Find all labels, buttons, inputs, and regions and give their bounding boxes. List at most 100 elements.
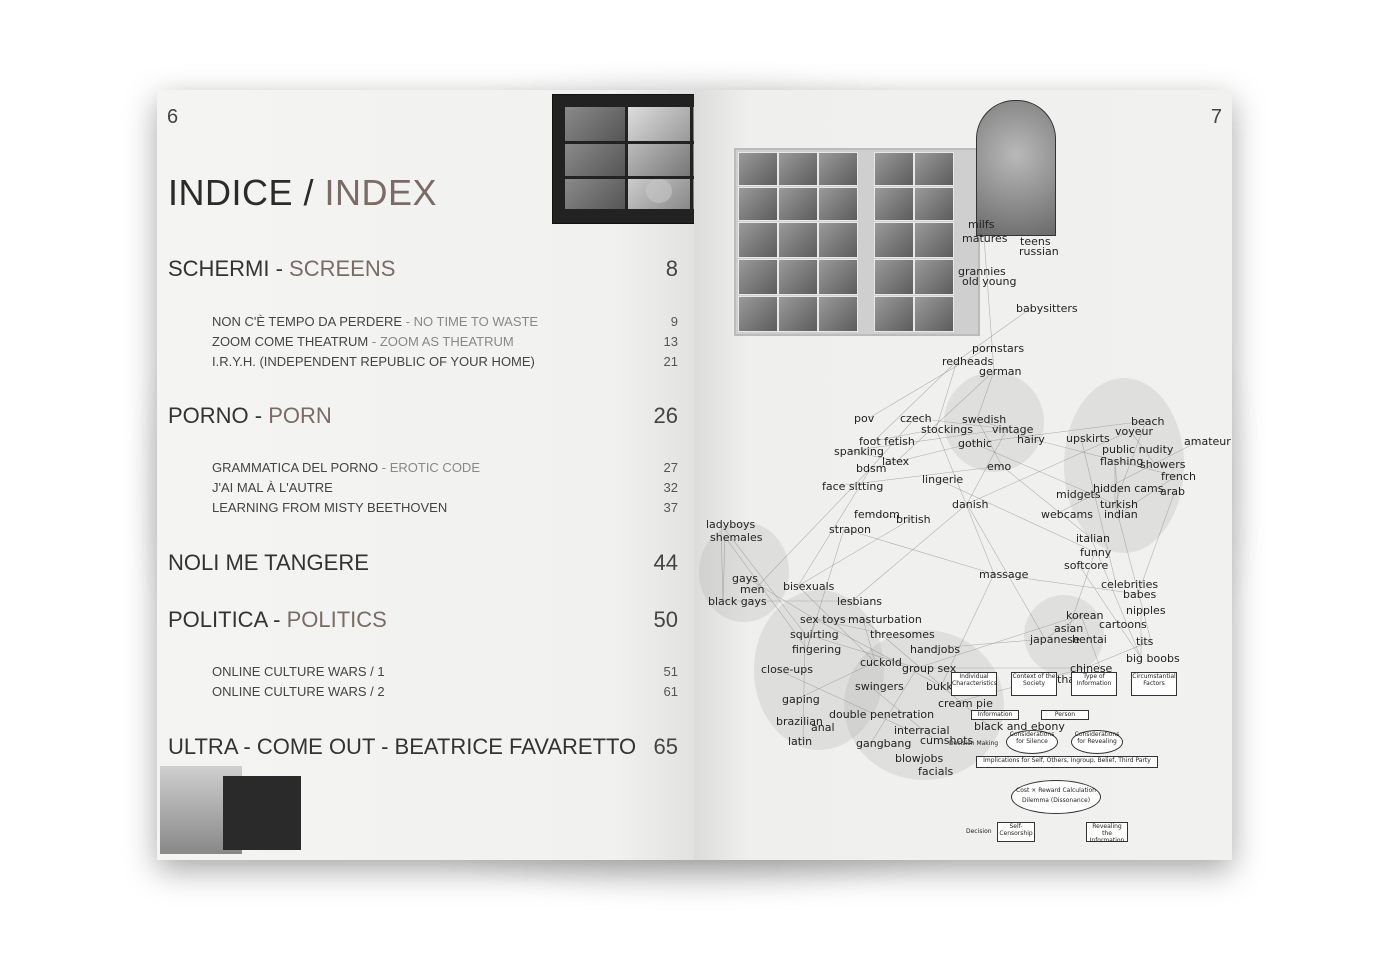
toc-item[interactable]: NON C'È TEMPO DA PERDERE - NO TIME TO WA…: [212, 314, 678, 329]
network-node-label: pornstars: [972, 342, 1025, 355]
toc-section-politica[interactable]: POLITICA - POLITICS 50: [168, 607, 678, 633]
item-page-number: 37: [663, 500, 678, 515]
section-title-en: SCREENS: [289, 256, 396, 281]
network-node-label: gays: [732, 572, 758, 585]
network-node-label: celebrities: [1101, 578, 1159, 591]
network-edge: [966, 503, 1046, 640]
network-edge: [720, 523, 724, 602]
flowchart-oval: Considerations for Revealing: [1071, 730, 1123, 754]
flowchart-box: Circumstantial Factors: [1131, 672, 1177, 696]
network-edge: [940, 573, 995, 687]
network-edge: [956, 307, 1032, 362]
network-node-label: cumshots: [920, 734, 974, 747]
network-node-label: double penetration: [829, 708, 935, 721]
network-node-label: lingerie: [922, 473, 964, 486]
toc-item[interactable]: ONLINE CULTURE WARS / 2 61: [212, 684, 678, 699]
toc-section-noli-me-tangere[interactable]: NOLI ME TANGERE 44: [168, 550, 678, 576]
network-node-label: voyeur: [1115, 425, 1154, 438]
network-edge: [1137, 490, 1176, 595]
network-node-label: italian: [1076, 532, 1110, 545]
network-node-label: hentai: [1072, 633, 1107, 646]
item-page-number: 21: [663, 354, 678, 369]
network-edge: [754, 467, 872, 590]
network-node-label: swingers: [855, 680, 904, 693]
network-node-label: gangbang: [856, 737, 912, 750]
network-node-label: ladyboys: [706, 518, 756, 531]
page-number-right: 7: [1210, 106, 1222, 128]
network-node-label: squirting: [790, 628, 839, 641]
network-node-label: upskirts: [1066, 432, 1110, 445]
network-edge: [1118, 475, 1177, 515]
toc-item[interactable]: ONLINE CULTURE WARS / 1 51: [212, 664, 678, 679]
item-title-it: NON C'È TEMPO DA PERDERE: [212, 314, 403, 329]
section-sep: -: [248, 403, 269, 428]
flowchart-box: Self-Censorship: [997, 822, 1035, 842]
section-title-it: ULTRA - COME OUT - BEATRICE FAVARETTO: [168, 734, 637, 759]
network-node-label: matures: [962, 232, 1008, 245]
zoom-tile: [565, 144, 625, 176]
network-node-label: interracial: [894, 724, 950, 737]
network-edge: [1084, 640, 1152, 669]
network-node-label: midgets: [1056, 488, 1101, 501]
section-title-en: POLITICS: [286, 607, 387, 632]
network-edge: [1114, 503, 1152, 642]
item-sep: -: [378, 460, 390, 475]
toc-item[interactable]: ZOOM COME THEATRUM - ZOOM AS THEATRUM 13: [212, 334, 678, 349]
network-node-label: latex: [882, 455, 910, 468]
item-page-number: 32: [663, 480, 678, 495]
network-node-label: close-ups: [761, 663, 813, 676]
network-edge: [746, 577, 816, 620]
toc-item[interactable]: GRAMMATICA DEL PORNO - EROTIC CODE 27: [212, 460, 678, 475]
zoom-tile: [628, 144, 690, 176]
flowchart-box: Person: [1041, 710, 1089, 720]
toc-section-porno[interactable]: PORNO - PORN 26: [168, 403, 678, 429]
network-node-label: turkish: [1100, 498, 1138, 511]
network-edge: [916, 614, 1082, 669]
network-edge: [1068, 551, 1096, 629]
network-node-label: black and ebony: [974, 720, 1065, 733]
network-node-label: gaping: [782, 693, 820, 706]
network-node-label: russian: [1019, 245, 1059, 258]
network-node-label: chinese: [1070, 662, 1113, 675]
network-edge: [936, 478, 1096, 553]
network-edge: [993, 573, 1139, 595]
title-english: INDEX: [324, 172, 438, 213]
item-title-en: ZOOM AS THEATRUM: [379, 334, 514, 349]
network-edge: [966, 428, 1008, 505]
toc-section-ultra[interactable]: ULTRA - COME OUT - BEATRICE FAVARETTO 65: [168, 734, 678, 760]
network-edge: [814, 618, 942, 687]
section-page-number: 8: [665, 256, 678, 281]
network-edge: [896, 370, 995, 462]
network-edge: [976, 370, 995, 420]
toc-item[interactable]: LEARNING FROM MISTY BEETHOVEN 37: [212, 500, 678, 515]
network-node-label: danish: [952, 498, 989, 511]
network-edge: [796, 661, 876, 700]
network-node-label: public nudity: [1102, 443, 1174, 456]
network-edge: [924, 638, 1046, 650]
item-title-it: ONLINE CULTURE WARS / 2: [212, 684, 385, 699]
flowchart-oval: Cost × Reward Calculation Dilemma (Disso…: [1011, 780, 1101, 814]
network-edge: [914, 417, 1008, 430]
thumbnail-grid-photo: [734, 148, 980, 336]
item-title-it: LEARNING FROM MISTY BEETHOVEN: [212, 500, 448, 515]
zoom-tile: [565, 107, 625, 141]
flowchart-oval-text: Cost × Reward Calculation: [1016, 787, 1096, 794]
item-page-number: 9: [670, 314, 678, 329]
zoom-tile: [693, 107, 694, 141]
toc-item[interactable]: I.R.Y.H. (INDEPENDENT REPUBLIC OF YOUR H…: [212, 354, 678, 369]
network-edge: [869, 685, 936, 741]
network-edge: [722, 536, 726, 602]
toc-section-schermi[interactable]: SCHERMI - SCREENS 8: [168, 256, 678, 282]
network-node-label: group sex: [902, 662, 957, 675]
network-node-label: big boobs: [1126, 652, 1180, 665]
section-title-it: POLITICA: [168, 607, 268, 632]
network-edge: [1114, 460, 1120, 515]
toc-item[interactable]: J'AI MAL À L'AUTRE 32: [212, 480, 678, 495]
right-page: 7: [694, 90, 1232, 860]
network-node-label: arab: [1160, 485, 1185, 498]
network-edge: [836, 465, 1003, 487]
item-page-number: 61: [663, 684, 678, 699]
network-edge: [870, 417, 916, 469]
network-node-label: hairy: [1017, 433, 1045, 446]
cluster-bubble: [754, 590, 884, 750]
